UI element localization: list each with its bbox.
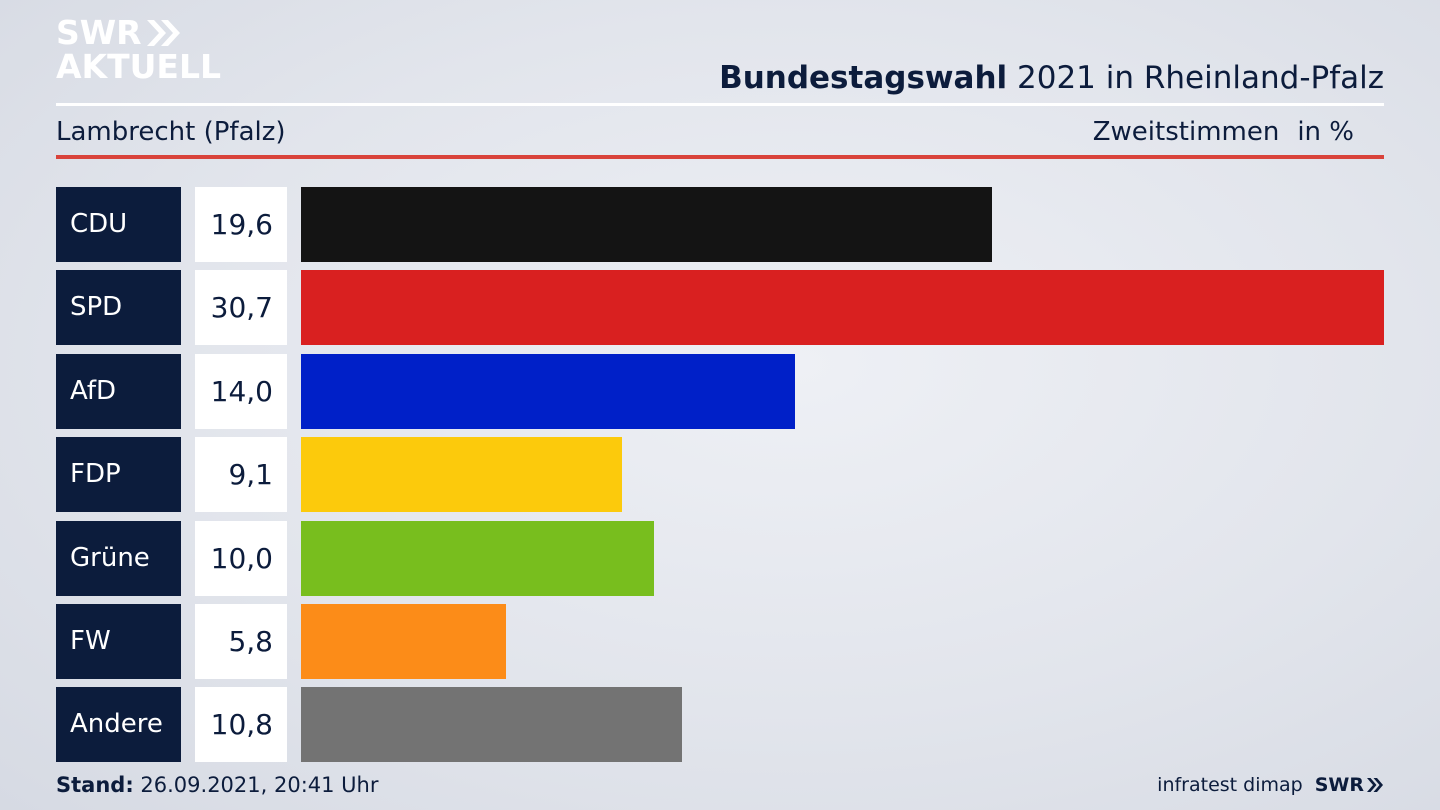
party-label: FDP [56,437,181,512]
party-label: Andere [56,687,181,762]
swr-footer-logo: SWR [1315,771,1384,799]
metric-name: Zweitstimmen [1092,117,1280,147]
timestamp-label: Stand: [56,773,134,797]
header-divider [56,103,1384,106]
bar-fdp [301,437,622,512]
source-credit: infratest dimap SWR [1157,771,1384,799]
value-label: 9,1 [195,437,287,512]
logo-swr-text: SWR [56,13,142,52]
logo-aktuell-text: AKTUELL [56,47,222,86]
unit-label: in % [1297,117,1354,147]
bar-spd [301,270,1384,345]
location-label: Lambrecht (Pfalz) [56,117,286,147]
source-label: infratest dimap [1157,774,1303,796]
chart-title-rest: 2021 in Rheinland-Pfalz [1007,60,1384,96]
chart-title: Bundestagswahl 2021 in Rheinland-Pfalz [719,58,1384,98]
bar-andere [301,687,682,762]
value-label: 19,6 [195,187,287,262]
swr-aktuell-logo: SWR AKTUELL [56,16,221,84]
value-label: 10,0 [195,521,287,596]
party-label: SPD [56,270,181,345]
party-label: Grüne [56,521,181,596]
metric-label: Zweitstimmen in % [1093,114,1354,150]
party-label: FW [56,604,181,679]
accent-divider [56,155,1384,159]
value-label: 10,8 [195,687,287,762]
bar-afd [301,354,795,429]
value-label: 14,0 [195,354,287,429]
swr-footer-text: SWR [1314,774,1364,796]
party-label: CDU [56,187,181,262]
bar-cdu [301,187,992,262]
bar-gr-ne [301,521,654,596]
double-chevron-icon [146,20,180,46]
chart-title-bold: Bundestagswahl [719,60,1008,96]
timestamp: Stand: 26.09.2021, 20:41 Uhr [56,770,379,800]
value-label: 5,8 [195,604,287,679]
bar-fw [301,604,506,679]
timestamp-value: 26.09.2021, 20:41 Uhr [133,773,379,797]
party-label: AfD [56,354,181,429]
value-label: 30,7 [195,270,287,345]
double-chevron-icon [1367,778,1383,792]
